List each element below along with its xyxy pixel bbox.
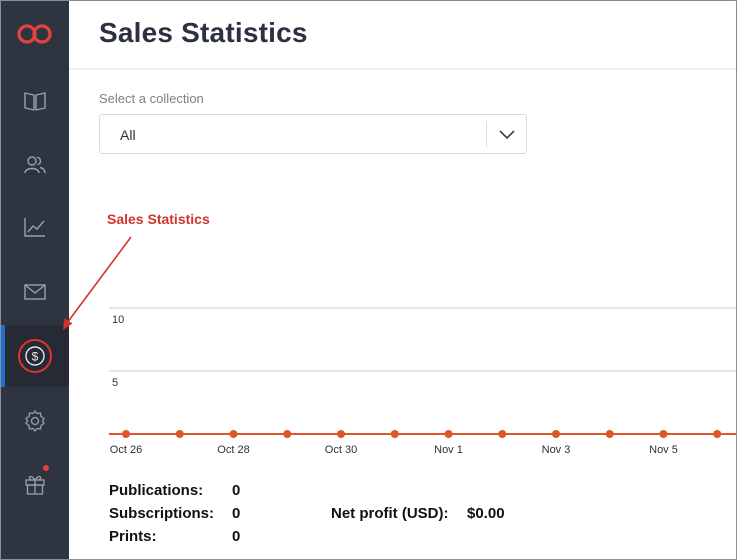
- chart-series: [109, 430, 736, 438]
- sidebar-item-audience[interactable]: [1, 134, 69, 196]
- svg-text:$: $: [32, 350, 39, 364]
- data-point[interactable]: [283, 430, 292, 438]
- sidebar: $: [1, 1, 69, 559]
- sales-chart: 5 10 Oct 26 Oct 28 Oct 30 Nov 1 Nov 3 Nov 5: [109, 307, 736, 456]
- mail-icon: [24, 284, 46, 300]
- publications-label: Publications:: [109, 482, 204, 499]
- collection-select[interactable]: All: [99, 114, 527, 154]
- chevron-down-icon[interactable]: [498, 126, 516, 144]
- annotation-label: Sales Statistics: [107, 211, 210, 227]
- prints-label: Prints:: [109, 528, 157, 545]
- data-point[interactable]: [659, 430, 668, 438]
- data-point[interactable]: [122, 430, 130, 438]
- subscriptions-value: 0: [232, 505, 241, 522]
- x-tick-label: Nov 5: [649, 444, 678, 456]
- collection-select-value: All: [120, 127, 136, 143]
- gear-icon: [25, 410, 45, 432]
- net-profit-value: $0.00: [467, 505, 505, 522]
- data-point[interactable]: [605, 430, 614, 438]
- sidebar-item-publications[interactable]: [1, 70, 69, 132]
- sidebar-item-gifts[interactable]: [1, 453, 69, 515]
- data-point[interactable]: [229, 430, 238, 438]
- data-point[interactable]: [444, 430, 453, 438]
- page-header: Sales Statistics: [69, 1, 736, 69]
- sidebar-item-sales-statistics[interactable]: $: [1, 325, 69, 387]
- data-point[interactable]: [175, 430, 184, 438]
- x-tick-label: Oct 28: [217, 444, 249, 456]
- subscriptions-label: Subscriptions:: [109, 505, 215, 522]
- users-icon: [24, 156, 46, 174]
- data-point[interactable]: [337, 430, 345, 438]
- collection-select-label: Select a collection: [99, 91, 204, 106]
- data-point[interactable]: [498, 430, 507, 438]
- publications-value: 0: [232, 482, 241, 499]
- net-profit-label: Net profit (USD):: [331, 505, 449, 522]
- sidebar-item-analytics[interactable]: [1, 196, 69, 258]
- data-point[interactable]: [552, 430, 560, 438]
- data-point[interactable]: [390, 430, 399, 438]
- data-point[interactable]: [713, 430, 722, 438]
- main-content: Select a collection All 5 10 Oct 26 Oct 28…: [69, 70, 736, 559]
- app-logo[interactable]: [1, 3, 69, 65]
- x-tick-label: Oct 30: [325, 444, 357, 456]
- sidebar-item-settings[interactable]: [1, 390, 69, 452]
- y-tick-label: 10: [112, 314, 124, 326]
- infinity-logo-icon: [17, 24, 52, 44]
- x-tick-label: Nov 1: [434, 444, 463, 456]
- notification-dot: [43, 465, 49, 471]
- trend-chart-icon: [24, 218, 45, 237]
- x-tick-label: Nov 3: [542, 444, 571, 456]
- chart-gridlines: [109, 307, 736, 372]
- prints-value: 0: [232, 528, 241, 545]
- page-title: Sales Statistics: [99, 17, 308, 48]
- select-divider: [486, 121, 487, 147]
- y-axis-ticks: 5 10: [112, 314, 124, 389]
- y-tick-label: 5: [112, 377, 118, 389]
- gift-icon: [25, 475, 45, 495]
- x-axis-ticks: Oct 26 Oct 28 Oct 30 Nov 1 Nov 3 Nov 5: [110, 444, 678, 456]
- book-icon: [24, 92, 46, 111]
- sidebar-item-messages[interactable]: [1, 261, 69, 323]
- dollar-coin-icon: $: [18, 339, 52, 373]
- x-tick-label: Oct 26: [110, 444, 142, 456]
